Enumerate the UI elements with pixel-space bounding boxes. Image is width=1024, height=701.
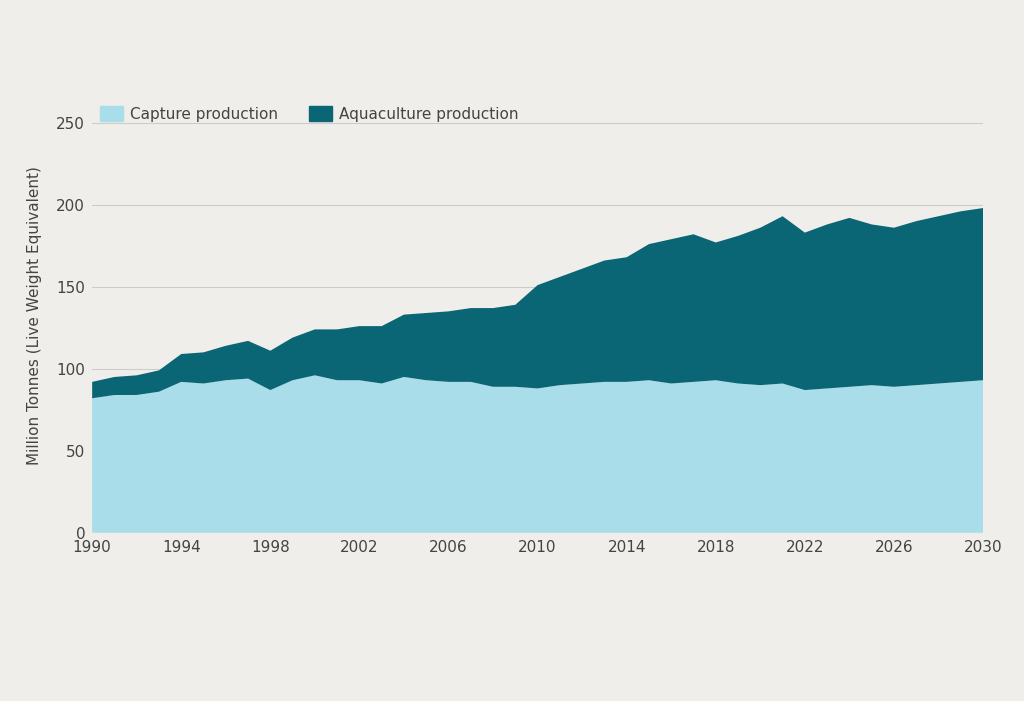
Legend: Capture production, Aquaculture production: Capture production, Aquaculture producti… [99, 106, 519, 122]
Y-axis label: Million Tonnes (Live Weight Equivalent): Million Tonnes (Live Weight Equivalent) [28, 166, 42, 465]
